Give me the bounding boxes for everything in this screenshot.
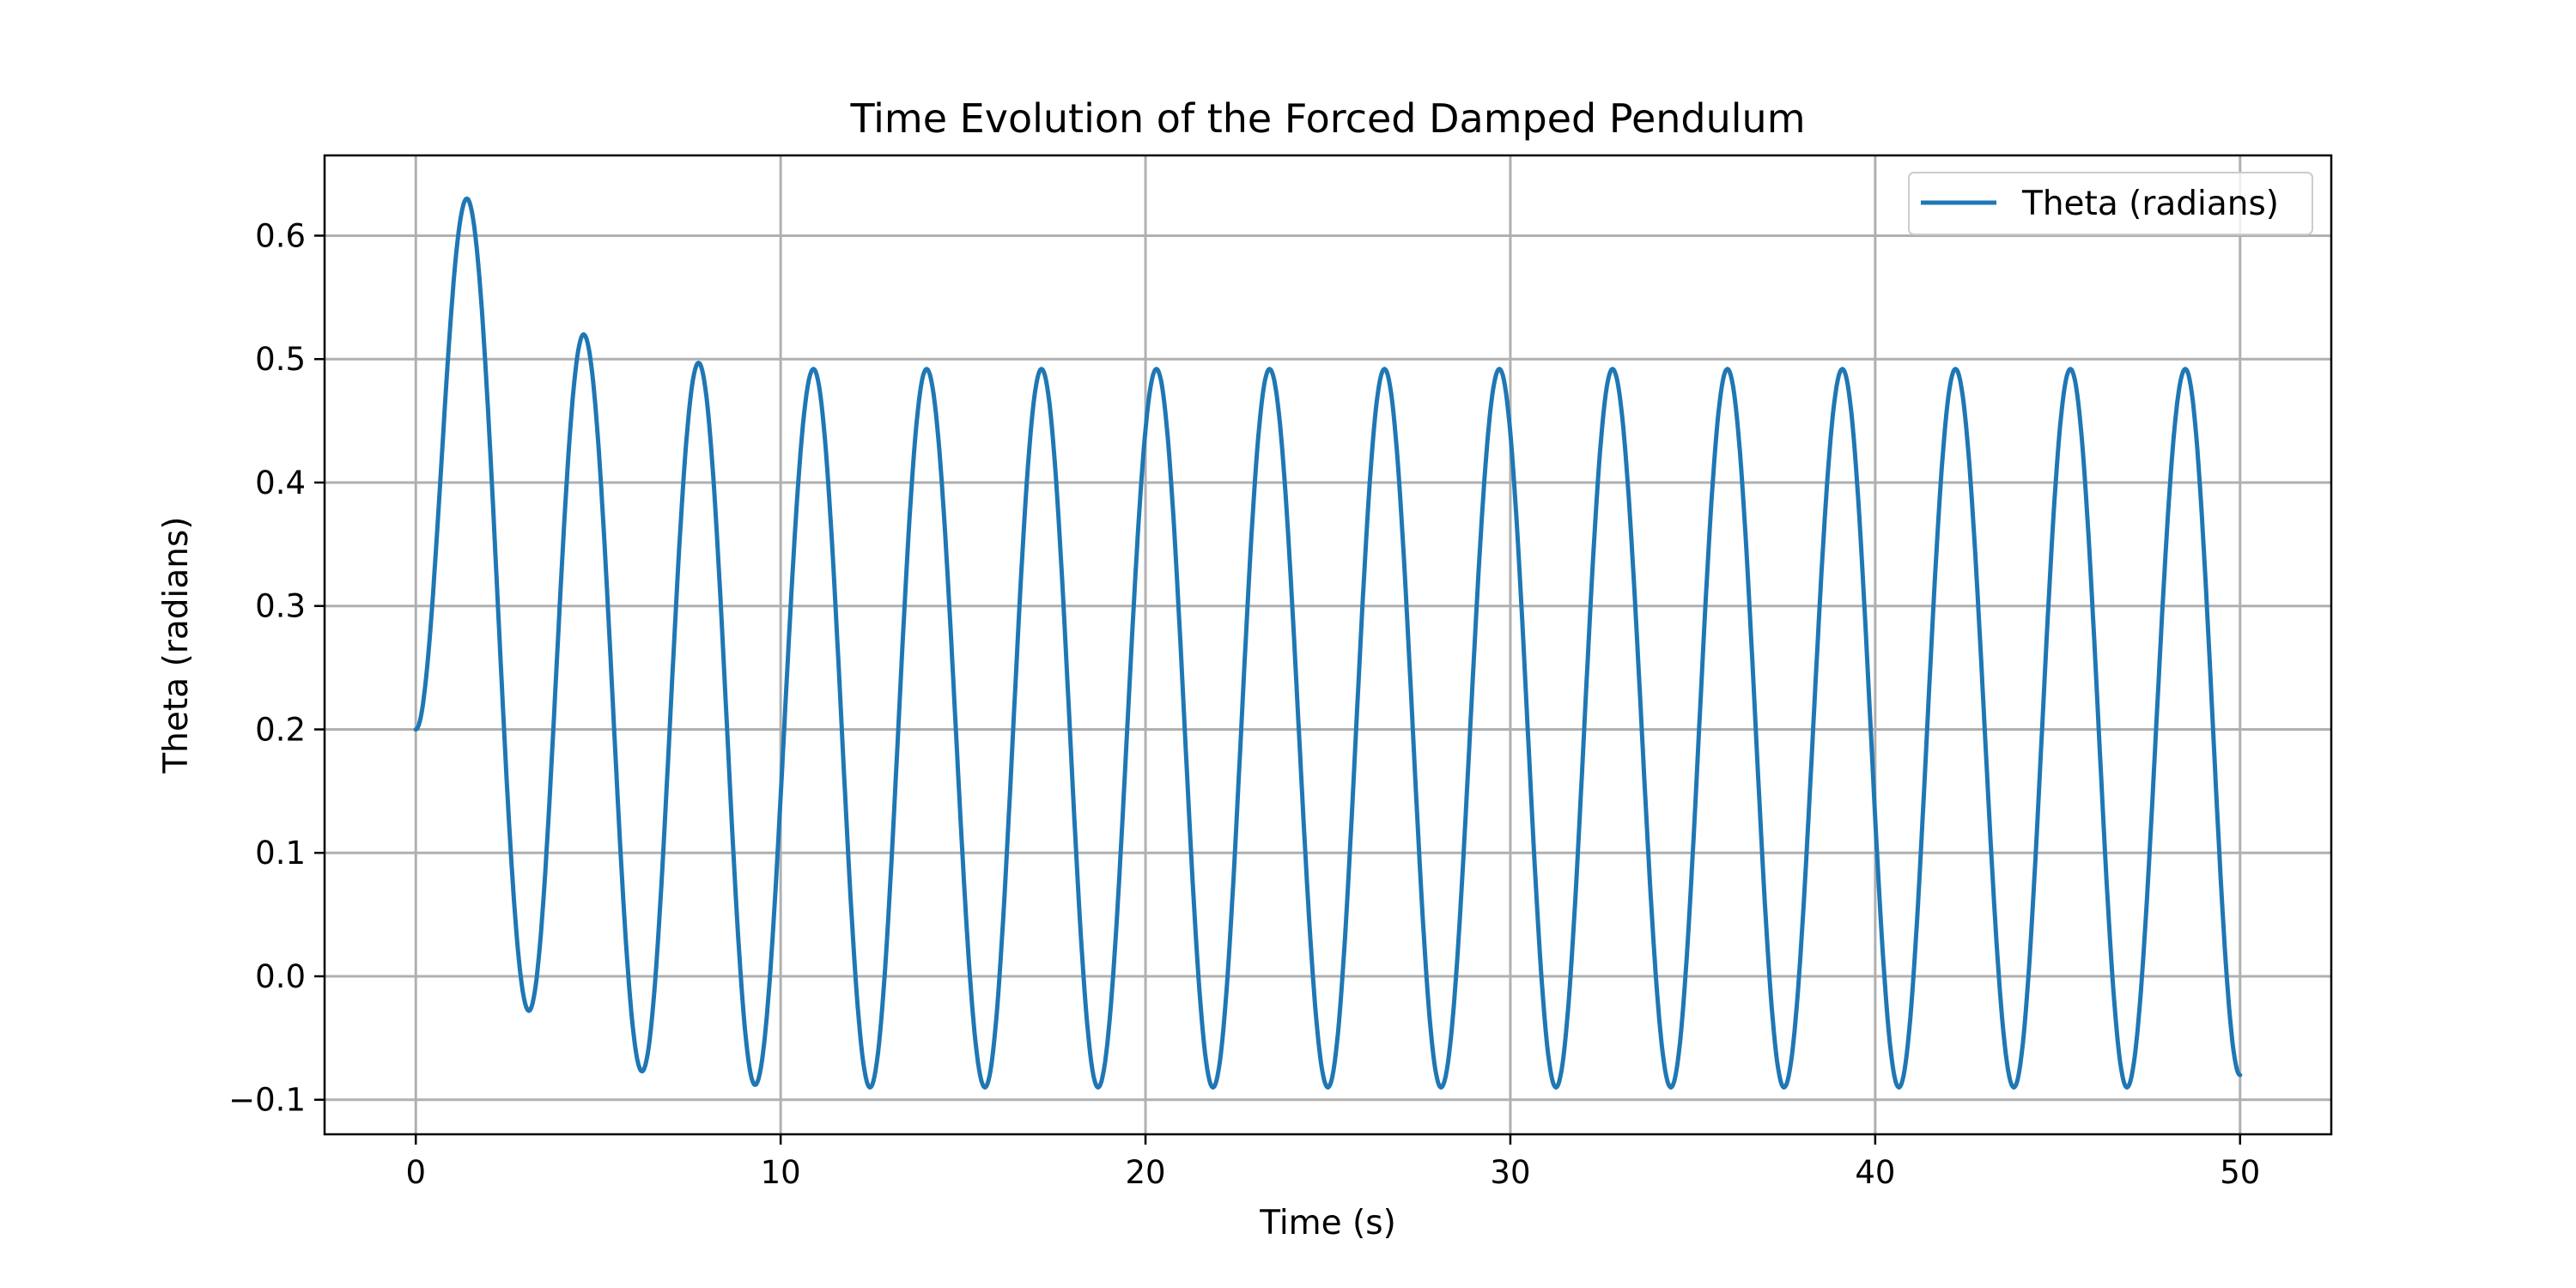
grid-lines (325, 155, 2331, 1134)
x-tick-label: 10 (761, 1154, 801, 1191)
legend-label-theta: Theta (radians) (2021, 185, 2279, 223)
chart-title: Time Evolution of the Forced Damped Pend… (849, 95, 1805, 142)
x-tick-label: 20 (1125, 1154, 1165, 1191)
y-tick-label: 0.4 (255, 465, 306, 501)
y-axis-label: Theta (radians) (157, 516, 196, 774)
series-layer (413, 196, 2243, 1090)
axis-ticks: 0 10 20 30 40 50 −0.1 0.0 0.1 0.2 0.3 0.4 0.5 0.6 (228, 217, 2260, 1191)
y-tick-label: 0.6 (255, 217, 306, 254)
plot-frame (323, 154, 2333, 1136)
y-tick-label: 0.1 (255, 835, 306, 872)
x-tick-label: 50 (2220, 1154, 2260, 1191)
y-tick-label: 0.2 (255, 711, 306, 748)
y-tick-label: −0.1 (228, 1082, 306, 1119)
y-tick-label: 0.0 (255, 958, 306, 995)
legend: Theta (radians) (1908, 172, 2313, 235)
x-tick-label: 30 (1490, 1154, 1530, 1191)
y-tick-label: 0.3 (255, 588, 306, 625)
legend-box (1908, 172, 2313, 235)
x-tick-label: 0 (405, 1154, 426, 1191)
x-tick-label: 40 (1855, 1154, 1895, 1191)
x-axis-label: Time (s) (1259, 1204, 1396, 1242)
series-line-theta (413, 196, 2243, 1090)
y-tick-label: 0.5 (255, 341, 306, 378)
